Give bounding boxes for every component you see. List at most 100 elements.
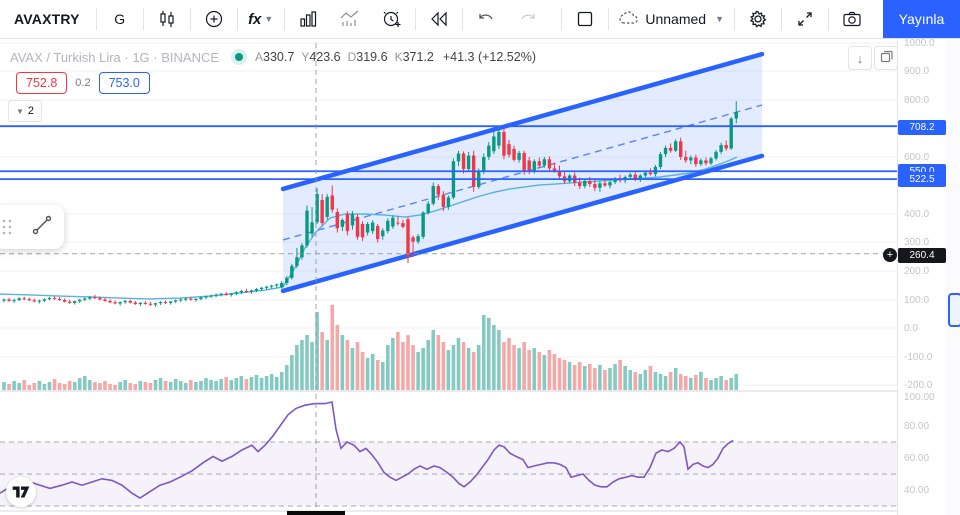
redo-arrow-icon [518,11,538,27]
collapse-indicators-button[interactable]: ▼ 2 [8,100,43,122]
indicators-button[interactable]: fx ▼ [240,4,282,34]
price-tick: 0.0 [904,323,918,334]
price-tick: 800.0 [904,95,930,106]
scroll-to-recent-button[interactable]: ↓ [848,46,872,70]
alert-button[interactable] [371,4,413,34]
ohlc-high-value: 423.6 [309,50,341,64]
separator [781,8,782,30]
separator [608,8,610,30]
separator [95,8,97,30]
separator [189,8,191,30]
camera-icon [842,10,862,28]
symbol-button[interactable]: AVAXTRY [14,11,80,27]
maximize-pane-button[interactable] [874,46,898,70]
undo-button[interactable] [465,4,507,34]
replay-button[interactable] [418,4,460,34]
price-axis[interactable]: 1000.0 900.0 800.0 600.0 400.0 300.0 200.0 100.… [897,38,947,515]
forecast-icon [339,9,361,29]
price-tick: 300.0 [904,237,930,248]
price-tick: 100.0 [904,295,930,306]
ohlc-low-key: D [347,50,357,64]
down-arrow-icon: ↓ [856,50,864,66]
chart-style-button[interactable] [146,4,188,34]
layout-square-icon [576,10,594,28]
ohlc-high-key: Y [301,50,310,64]
chevron-down-icon: ▼ [16,106,24,116]
candlestick-icon [157,9,177,29]
templates-button[interactable] [287,4,329,34]
crosshair-plus-icon: + [883,248,897,262]
layout-button[interactable] [564,4,606,34]
change-value: +41.3 (+12.52%) [442,50,536,64]
layout-name-menu[interactable]: Unnamed ▼ [611,10,732,29]
separator [414,8,416,30]
quote-row: 752.8 0.2 753.0 [16,72,150,94]
separator [236,8,238,30]
separator [142,8,144,30]
spread-value: 0.2 [75,77,91,89]
price-tick: 200.0 [904,266,930,277]
ohlc-close-key: K [394,50,403,64]
ohlc-close-value: 371.2 [402,50,434,64]
price-tick: 600.0 [904,152,930,163]
separator [734,8,735,30]
trend-line-tool-button[interactable] [20,213,64,242]
sell-price-button[interactable]: 752.8 [16,72,68,94]
publish-button[interactable]: Yayınla [883,0,960,38]
forecast-button[interactable] [329,4,371,34]
separator [828,8,829,30]
ohlc-low-value: 319.6 [356,50,388,64]
crosshair-price-label: 260.4 [898,248,946,263]
price-tick: 60.00 [904,453,930,464]
expand-arrows-icon [796,10,814,28]
drag-handle[interactable] [0,219,20,235]
snapshot-button[interactable] [831,4,873,34]
buy-price-button[interactable]: 753.0 [98,72,150,94]
interval-button[interactable]: G [114,11,126,27]
right-scrollbar-track [946,38,960,515]
alarm-clock-plus-icon [381,9,403,30]
price-tick: 900.0 [904,66,930,77]
floating-drawing-toolbar[interactable] [0,205,64,249]
indicator-count: 2 [27,105,35,117]
chevron-down-icon: ▼ [264,14,274,24]
separator [461,8,463,30]
bar-chart-icon [298,9,318,29]
chart-canvas[interactable] [0,0,897,515]
settings-button[interactable] [737,4,779,34]
top-toolbar: AVAXTRY G fx ▼ [0,0,960,39]
plus-circle-icon [204,9,224,29]
price-tick: 400.0 [904,209,930,220]
time-axis-selection-bar [287,511,345,515]
price-tick: -200.0 [904,380,933,391]
compare-button[interactable] [193,4,235,34]
fullscreen-button[interactable] [784,4,826,34]
price-line-label: 708.2 [898,120,946,135]
separator [283,8,285,30]
rewind-icon [429,11,449,27]
trend-line-icon [30,213,54,242]
cloud-icon [619,10,639,29]
redo-button[interactable] [507,4,549,34]
chevron-down-icon: ▼ [715,14,724,24]
undo-arrow-icon [476,11,496,27]
gear-icon [748,9,768,29]
ohlc-open-key: A [255,50,264,64]
right-scrollbar-thumb[interactable] [948,293,960,327]
price-tick: -100.0 [904,352,933,363]
fx-icon: fx [248,10,262,28]
price-tick: 80.00 [904,421,930,432]
price-tick: 40.00 [904,485,930,496]
chart-legend[interactable]: AVAX / Turkish Lira · 1G · BINANCE A 330… [10,49,536,65]
separator [561,8,563,30]
restore-window-icon [880,50,893,66]
symbol-title: AVAX / Turkish Lira · 1G · BINANCE [10,49,220,65]
price-tick: 100.00 [904,392,935,403]
price-line-label: 522.5 [898,172,946,187]
tradingview-logo[interactable] [6,477,36,507]
ohlc-open-value: 330.7 [263,50,295,64]
price-tick: 1000.0 [904,38,935,49]
market-status-dot [231,49,248,65]
layout-name-label: Unnamed [645,11,707,27]
